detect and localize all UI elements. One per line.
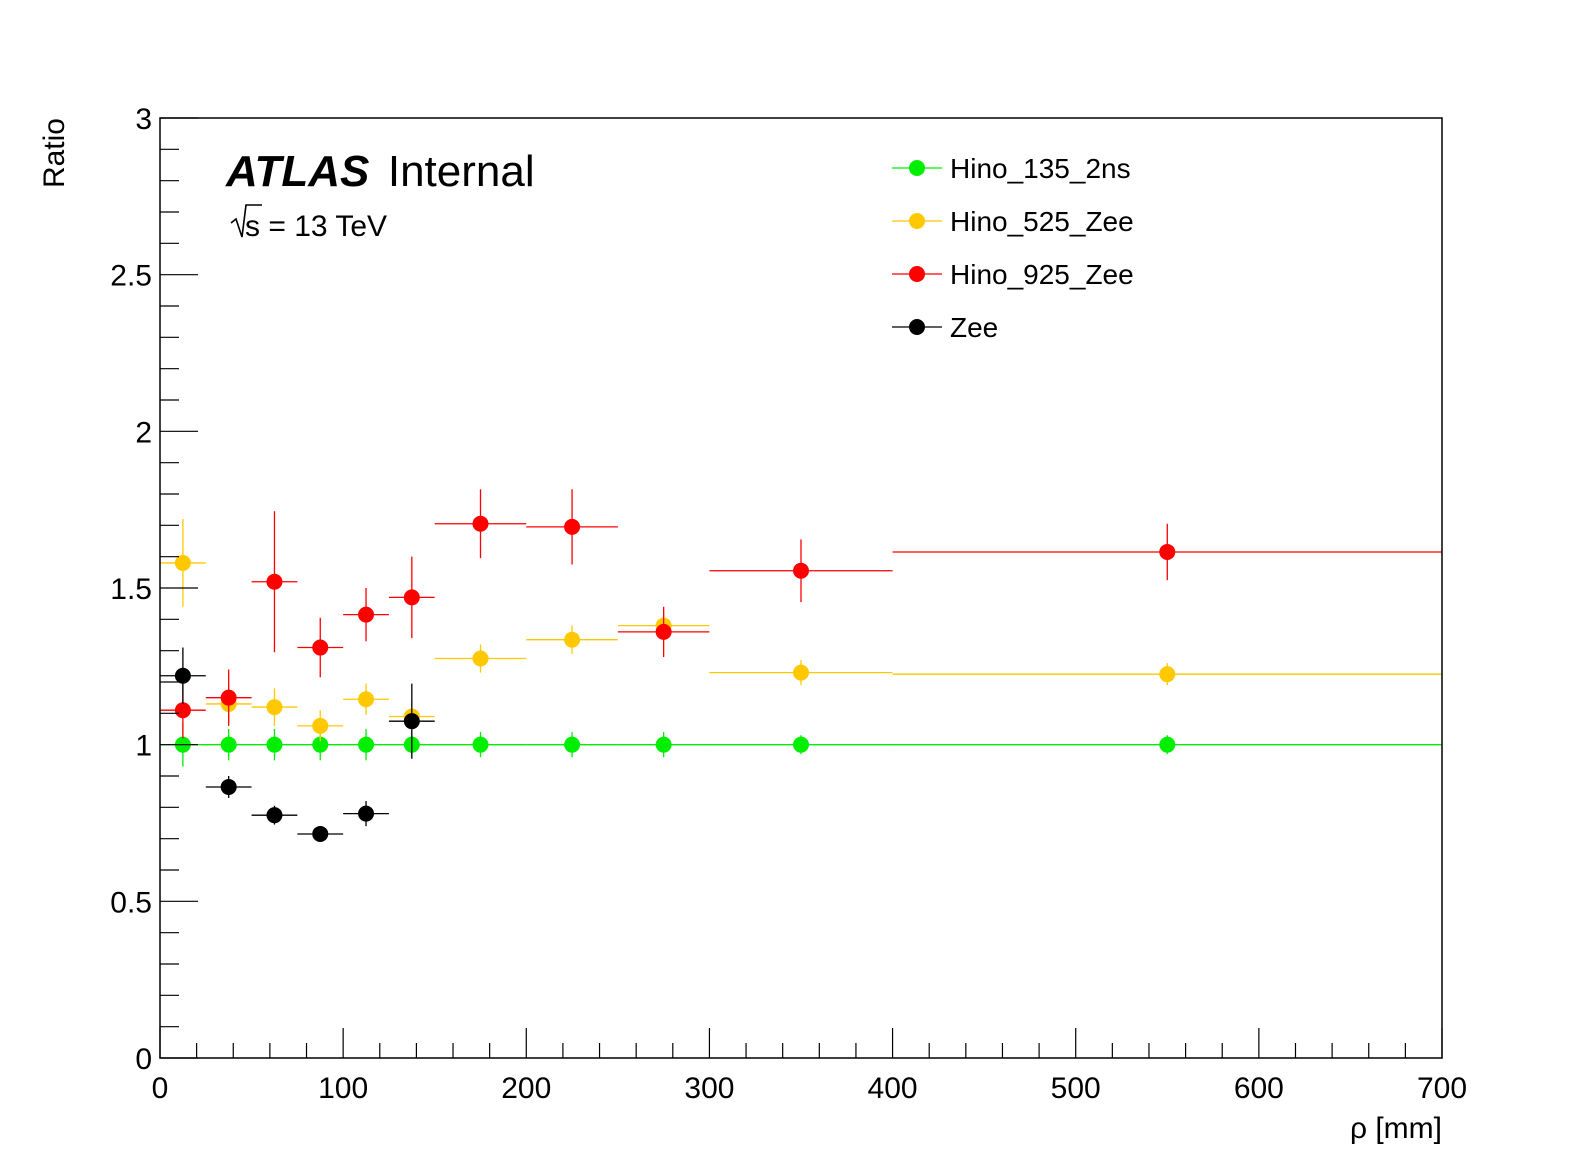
data-point: [564, 518, 581, 535]
data-point: [358, 736, 375, 753]
x-axis-title: ρ [mm]: [1350, 1112, 1442, 1145]
status-label: Internal: [388, 147, 535, 196]
tick-labels: 0 100 200 300 400 500 600 700 0 0.5 1 1.5 2 2.5 3: [110, 103, 1467, 1105]
data-point: [1159, 736, 1176, 753]
legend-label: Hino_525_Zee: [950, 206, 1134, 237]
data-point: [655, 736, 672, 753]
data-point: [266, 699, 283, 716]
y-axis-title: Ratio: [38, 118, 71, 188]
data-point: [472, 650, 489, 667]
data-point: [1159, 543, 1176, 560]
series-Zee: [160, 647, 435, 842]
y-tick-label: 1: [135, 730, 152, 763]
data-point: [358, 805, 375, 822]
legend-label: Hino_135_2ns: [950, 153, 1131, 184]
y-tick-label: 1.5: [110, 573, 152, 606]
data-point: [655, 623, 672, 640]
data-point: [266, 736, 283, 753]
x-tick-label: 200: [501, 1072, 551, 1105]
legend-entry: Zee: [892, 312, 998, 343]
y-tick-label: 2.5: [110, 260, 152, 293]
energy-sqrt-arg: s: [245, 210, 260, 243]
energy-label: s = 13 TeV: [230, 204, 387, 243]
atlas-label: ATLAS Internal: [225, 147, 535, 196]
experiment-label: ATLAS: [225, 147, 369, 196]
data-point: [312, 736, 329, 753]
svg-text:ATLAS Internal: ATLAS Internal: [225, 147, 535, 196]
legend-marker: [909, 160, 925, 176]
energy-value: = 13 TeV: [260, 210, 387, 243]
y-tick-label: 0.5: [110, 886, 152, 919]
data-point: [174, 702, 191, 719]
y-tick-label: 3: [135, 103, 152, 136]
data-point: [174, 667, 191, 684]
x-tick-label: 600: [1234, 1072, 1284, 1105]
x-tick-label: 500: [1051, 1072, 1101, 1105]
data-point: [358, 606, 375, 623]
legend-label: Zee: [950, 312, 998, 343]
data-point: [793, 736, 809, 753]
legend-marker: [909, 319, 925, 335]
x-tick-label: 0: [152, 1072, 169, 1105]
legend-marker: [909, 213, 925, 229]
data-point: [266, 807, 283, 824]
svg-text:s = 13 TeV: s = 13 TeV: [245, 210, 387, 243]
legend-entry: Hino_135_2ns: [892, 153, 1131, 184]
data-point: [220, 778, 237, 795]
y-tick-label: 0: [135, 1043, 152, 1076]
data-point: [220, 736, 237, 753]
legend-label: Hino_925_Zee: [950, 259, 1134, 290]
data-point: [564, 736, 581, 753]
data-point: [403, 589, 420, 606]
data-point: [312, 825, 329, 842]
x-tick-label: 700: [1417, 1072, 1467, 1105]
data-point: [472, 736, 489, 753]
legend-entry: Hino_925_Zee: [892, 259, 1134, 290]
data-point: [220, 689, 237, 706]
data-point: [564, 631, 581, 648]
y-tick-label: 2: [135, 416, 152, 449]
data-point: [312, 717, 329, 734]
data-point: [472, 515, 489, 532]
data-point: [793, 664, 809, 681]
data-point: [174, 554, 191, 571]
legend-entry: Hino_525_Zee: [892, 206, 1134, 237]
series-Hino_925_Zee: [160, 489, 1442, 739]
data-point: [266, 573, 283, 590]
x-tick-label: 300: [684, 1072, 734, 1105]
x-tick-label: 400: [868, 1072, 918, 1105]
data-point: [1159, 666, 1176, 683]
legend: Hino_135_2ns Hino_525_Zee Hino_925_Zee Zee: [892, 153, 1134, 343]
x-tick-label: 100: [318, 1072, 368, 1105]
legend-marker: [909, 266, 925, 282]
data-point: [312, 639, 329, 656]
sqrt-sign: [230, 204, 262, 238]
ticks-layer: [159, 117, 1443, 1059]
series-layer: [160, 489, 1442, 842]
data-point: [793, 562, 809, 579]
data-point: [403, 713, 420, 730]
data-point: [358, 691, 375, 708]
